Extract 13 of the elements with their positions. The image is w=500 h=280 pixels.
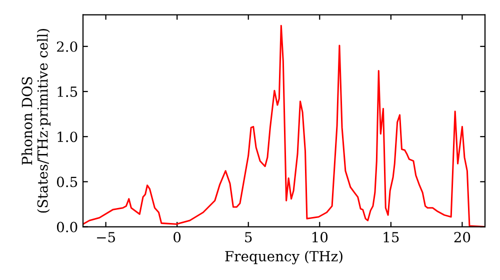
y-tick-label: 1.5 (58, 86, 78, 97)
x-axis-title: Frequency (THz) (225, 250, 342, 264)
x-tick-label: 20 (454, 232, 470, 242)
x-tick-label: 10 (312, 232, 328, 242)
x-tick-label: 15 (384, 232, 399, 242)
y-tick-label: 0.0 (56, 222, 78, 232)
x-tick-label: 5 (245, 232, 252, 242)
y-tick-label: 0.5 (56, 176, 78, 188)
y-tick-label: 2.0 (56, 41, 78, 52)
y-axis-title: Phonon DOS (States/THz·primitive cell) (22, 28, 50, 213)
y-tick-label: 1.0 (58, 132, 78, 142)
x-tick-label: −5 (97, 232, 115, 242)
x-tick-label: 0 (174, 232, 181, 242)
